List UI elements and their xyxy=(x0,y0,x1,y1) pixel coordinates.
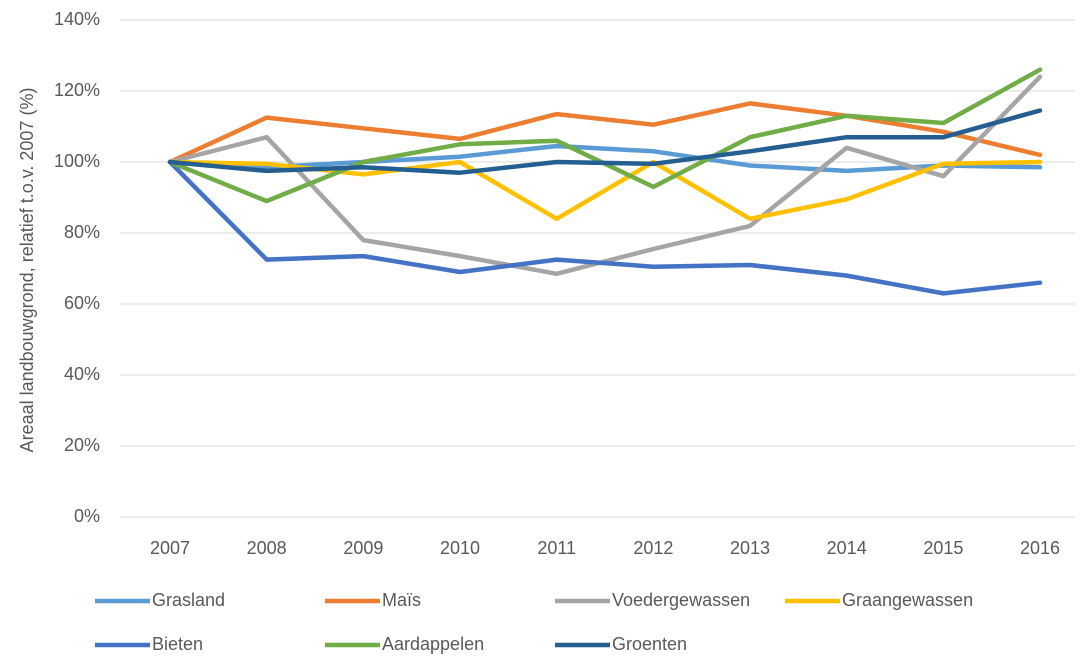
y-tick-label: 60% xyxy=(64,293,100,313)
legend-label: Maïs xyxy=(382,590,421,610)
legend-label: Graangewassen xyxy=(842,590,973,610)
series-line xyxy=(167,108,1043,175)
legend-label: Bieten xyxy=(152,634,203,654)
y-tick-label: 0% xyxy=(74,506,100,526)
series-line xyxy=(167,101,1043,165)
series-line xyxy=(167,159,1043,296)
x-tick-label: 2012 xyxy=(633,538,673,558)
x-tick-label: 2007 xyxy=(150,538,190,558)
y-tick-label: 100% xyxy=(54,151,100,171)
x-tick-label: 2016 xyxy=(1020,538,1060,558)
y-axis-label: Areaal landbouwgrond, relatief t.o.v. 20… xyxy=(17,88,37,453)
y-tick-label: 40% xyxy=(64,364,100,384)
series-line xyxy=(167,143,1043,174)
y-tick-label: 80% xyxy=(64,222,100,242)
x-tick-label: 2009 xyxy=(343,538,383,558)
x-tick-label: 2013 xyxy=(730,538,770,558)
y-tick-label: 140% xyxy=(54,9,100,29)
legend-label: Grasland xyxy=(152,590,225,610)
legend-label: Aardappelen xyxy=(382,634,484,654)
legend-label: Groenten xyxy=(612,634,687,654)
x-tick-label: 2014 xyxy=(827,538,867,558)
y-tick-label: 120% xyxy=(54,80,100,100)
x-tick-label: 2011 xyxy=(537,538,576,558)
legend-label: Voedergewassen xyxy=(612,590,750,610)
x-tick-label: 2015 xyxy=(923,538,963,558)
x-tick-label: 2010 xyxy=(440,538,480,558)
x-tick-label: 2008 xyxy=(247,538,287,558)
y-tick-label: 20% xyxy=(64,435,100,455)
